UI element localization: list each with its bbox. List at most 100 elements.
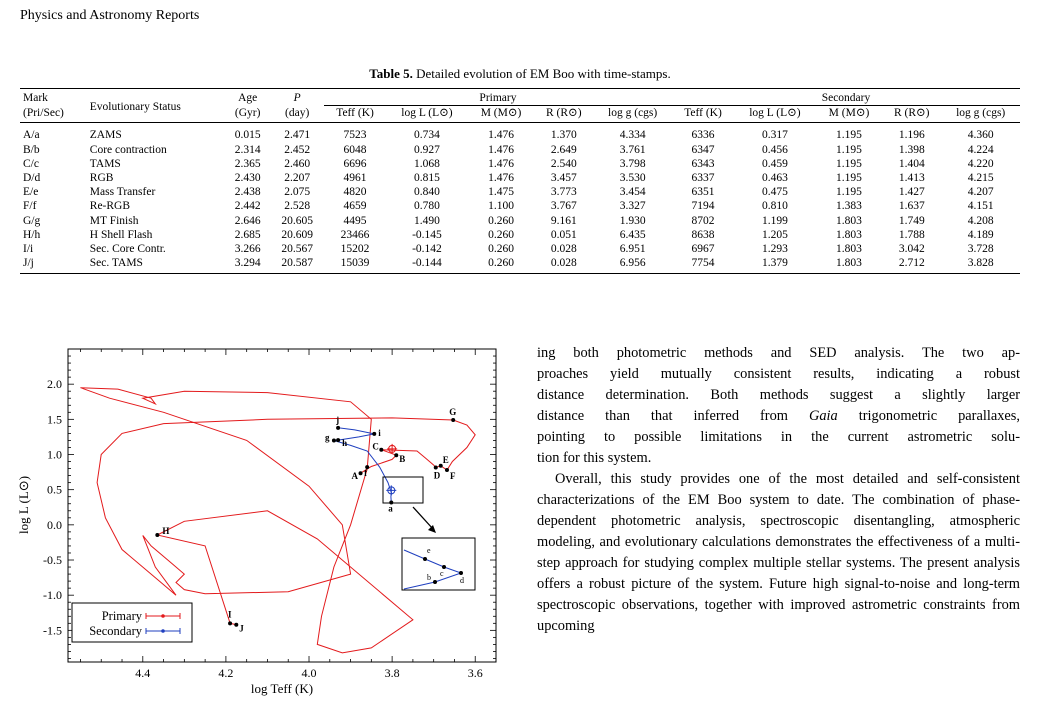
header-mass-sec: M (M⊙) xyxy=(815,105,883,124)
table-cell: 1.195 xyxy=(836,172,862,185)
header-period: P xyxy=(270,87,324,106)
primary-track xyxy=(80,387,476,654)
table-cell: 2.442 xyxy=(234,200,261,213)
y-axis-label: log L (L⊙) xyxy=(16,476,31,534)
table-cell: 1.930 xyxy=(619,214,646,227)
table-cell: 3.828 xyxy=(941,256,1020,275)
evolution-table: Mark Evolutionary Status Age P Primary S… xyxy=(20,87,1020,275)
table-cell: 2.438 xyxy=(234,186,261,199)
point-label-D: D xyxy=(434,471,441,481)
table-cell: TAMS xyxy=(89,157,121,170)
point-label-f: f xyxy=(364,468,368,478)
table-cell: 1.100 xyxy=(488,200,514,213)
table-cell: H/h xyxy=(23,228,41,241)
table-row: I/i Sec. Core Contr. 3.266 20.567 15202 -0.14… xyxy=(20,242,1020,256)
table-cell: 1.637 xyxy=(898,200,925,213)
y-tick-label: 1.0 xyxy=(47,448,62,462)
table-cell: 3.294 xyxy=(225,256,271,275)
table-cell: 0.028 xyxy=(550,243,577,256)
table-cell: A/a xyxy=(23,129,40,142)
table-cell: MT Finish xyxy=(89,214,139,227)
table-cell: 6.951 xyxy=(619,243,646,256)
table-row: G/g MT Finish 2.646 20.605 4495 1.490 0.260 9.1… xyxy=(20,214,1020,228)
table-cell: 2.460 xyxy=(284,157,311,170)
body-line-2: proaches yield mutually consistent resul… xyxy=(537,366,1020,382)
header-mark: Mark xyxy=(20,87,87,106)
table-cell: B/b xyxy=(23,143,40,156)
body-line-6: tion for this system. xyxy=(537,450,652,466)
table-cell: 6048 xyxy=(343,143,367,156)
header-radius-sec: R (R⊙) xyxy=(882,105,942,124)
table-row: D/d RGB 2.430 2.207 4961 0.815 1.476 3.457 3.530… xyxy=(20,171,1020,185)
table-cell: 6347 xyxy=(691,143,715,156)
table-cell: D/d xyxy=(23,172,41,185)
zoom-box xyxy=(382,476,424,504)
axis-tick-labels: 4.4 4.2 4.0 3.8 3.6 2.0 1.5 1.0 0.5 0.0 -0.5 -1.0 -1… xyxy=(43,377,483,680)
legend-label-primary: Primary xyxy=(102,609,143,623)
track-marker-j xyxy=(336,425,341,430)
table-cell: Mass Transfer xyxy=(89,186,156,199)
table-cell: 1.476 xyxy=(488,172,514,185)
body-line-5: pointing to possible limitations in the … xyxy=(537,429,1020,445)
markers xyxy=(155,418,456,627)
table-cell: F/f xyxy=(23,200,37,213)
table-row: C/c TAMS 2.365 2.460 6696 1.068 1.476 2.540 3.79… xyxy=(20,157,1020,171)
table-cell: 1.293 xyxy=(761,243,788,256)
table-cell: 3.457 xyxy=(550,172,577,185)
inset-track xyxy=(403,549,463,590)
header-age: Age xyxy=(225,87,271,106)
y-tick-label: 0.0 xyxy=(47,518,62,532)
header-logl: log L (L⊙) xyxy=(386,105,468,124)
table-cell: 3.767 xyxy=(550,200,577,213)
inset-marker-e xyxy=(423,557,427,561)
table-cell: 1.370 xyxy=(550,129,577,142)
table-cell: 1.195 xyxy=(836,129,862,142)
table-cell: 3.454 xyxy=(619,186,646,199)
table-cell: 0.475 xyxy=(761,186,788,199)
inset-marker-d xyxy=(459,571,463,575)
table-cell: 1.195 xyxy=(836,186,862,199)
table-cell: 2.685 xyxy=(234,228,261,241)
table-cell: 2.712 xyxy=(882,256,942,275)
header-logg: log g (cgs) xyxy=(593,105,672,124)
y-tick-label: 0.5 xyxy=(47,483,62,497)
table-cell: 2.365 xyxy=(234,157,261,170)
point-label-C: C xyxy=(372,442,379,452)
point-label-A: A xyxy=(352,471,359,481)
table-cell: 1.413 xyxy=(898,172,925,185)
body-line-1: ing both photometric methods and SED ana… xyxy=(537,345,1020,361)
track-marker-i xyxy=(372,431,377,436)
table-cell: 1.490 xyxy=(414,214,440,227)
table-cell: Sec. Core Contr. xyxy=(89,243,166,256)
table-cell: 1.404 xyxy=(898,157,925,170)
header-secondary: Secondary xyxy=(671,87,1020,107)
table-caption: Table 5. Detailed evolution of EM Boo wi… xyxy=(0,66,1040,82)
track-marker-A xyxy=(358,471,363,476)
body-text: ing both photometric methods and SED ana… xyxy=(537,343,1020,637)
table-cell: 1.749 xyxy=(898,214,925,227)
x-tick-label: 4.2 xyxy=(218,666,233,680)
track-marker-D xyxy=(433,465,438,470)
header-mark-sub: (Pri/Sec) xyxy=(20,105,87,124)
track-marker-J xyxy=(234,622,239,627)
table-cell: H Shell Flash xyxy=(89,228,153,241)
table-row: J/j Sec. TAMS 3.294 20.587 15039 -0.144 0.260 0… xyxy=(20,256,1020,275)
body-line-3: distance determination. Both methods sug… xyxy=(537,387,1020,403)
table-cell: 7194 xyxy=(691,200,715,213)
inset: e b c d xyxy=(401,537,476,591)
point-labels: A B C DEF G H IJa f g h i j xyxy=(162,407,456,634)
body-paragraph-2: Overall, this study provides one of the … xyxy=(537,471,1020,634)
table-cell: 0.927 xyxy=(414,143,440,156)
table-cell: 0.815 xyxy=(414,172,440,185)
table-cell: 1.803 xyxy=(815,256,883,275)
table-cell: 1.803 xyxy=(836,228,862,241)
table-row: B/b Core contraction 2.314 2.452 6048 0.927 1.… xyxy=(20,143,1020,157)
table-cell: 2.528 xyxy=(284,200,311,213)
table-cell: 2.540 xyxy=(550,157,577,170)
legend: Primary Secondary xyxy=(71,602,193,643)
point-label-H: H xyxy=(162,526,169,536)
table-cell: 20.587 xyxy=(270,256,324,275)
header-radius: R (R⊙) xyxy=(534,105,594,124)
table-cell: 1.195 xyxy=(836,157,862,170)
table-row: H/h H Shell Flash 2.685 20.609 23466 -0.145 0.… xyxy=(20,228,1020,242)
